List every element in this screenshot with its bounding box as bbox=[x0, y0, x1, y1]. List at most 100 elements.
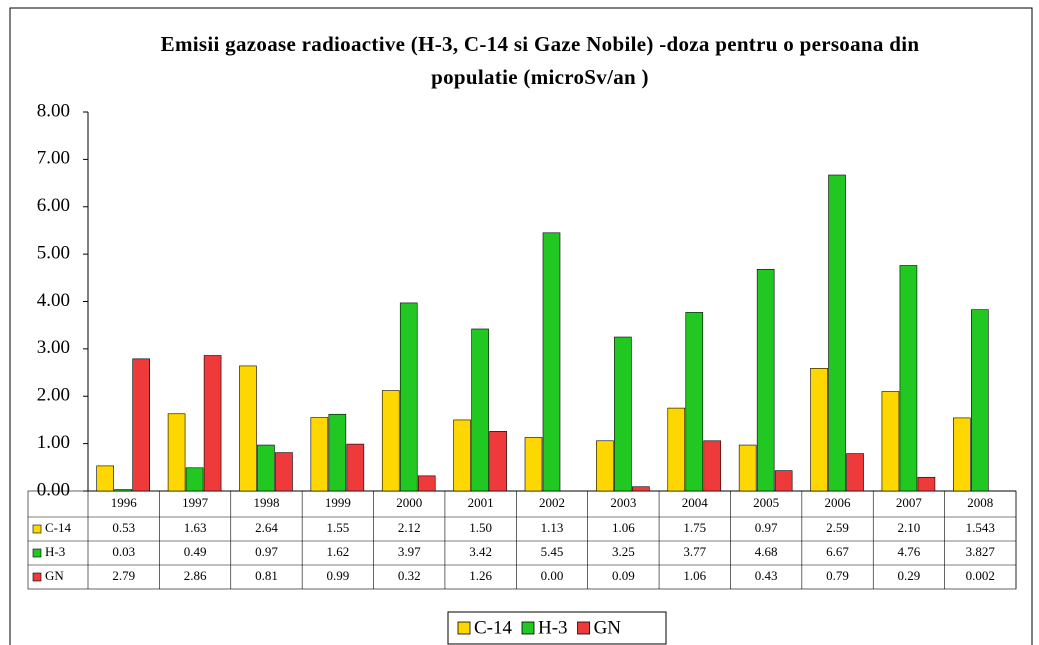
legend-swatch bbox=[521, 621, 535, 635]
table-cell: 0.03 bbox=[112, 544, 135, 559]
bar bbox=[489, 431, 507, 492]
bar bbox=[971, 309, 989, 492]
x-tick-label: 2006 bbox=[825, 495, 852, 510]
table-cell: 1.63 bbox=[184, 520, 207, 535]
table-cell: 0.49 bbox=[184, 544, 207, 559]
x-tick-label: 2005 bbox=[753, 495, 779, 510]
bar bbox=[132, 358, 150, 492]
bar bbox=[614, 336, 632, 492]
table-cell: 0.97 bbox=[755, 520, 778, 535]
legend-swatch bbox=[32, 572, 42, 582]
bar bbox=[203, 355, 222, 492]
bar bbox=[738, 444, 757, 492]
legend-swatch bbox=[32, 524, 42, 534]
y-tick-label: 2.00 bbox=[37, 385, 70, 406]
table-cell: 1.75 bbox=[683, 520, 706, 535]
legend-box bbox=[447, 611, 667, 645]
table-cell: 1.13 bbox=[541, 520, 564, 535]
table-cell: 0.53 bbox=[112, 520, 135, 535]
table-cell: 6.67 bbox=[826, 544, 849, 559]
y-tick-label: 1.00 bbox=[37, 432, 70, 453]
x-tick-label: 1996 bbox=[111, 495, 138, 510]
x-tick-label: 2000 bbox=[396, 495, 422, 510]
x-tick-label: 1997 bbox=[182, 495, 209, 510]
table-cell: 1.06 bbox=[612, 520, 635, 535]
bar bbox=[275, 452, 293, 492]
table-cell: 0.29 bbox=[898, 568, 921, 583]
chart-border bbox=[9, 7, 1033, 645]
x-tick-label: 2007 bbox=[896, 495, 923, 510]
y-tick-label: 4.00 bbox=[37, 290, 70, 311]
bar bbox=[632, 486, 650, 492]
bar bbox=[96, 465, 114, 492]
legend-label: GN bbox=[594, 617, 622, 638]
table-cell: 2.59 bbox=[826, 520, 849, 535]
x-tick-label: 2003 bbox=[610, 495, 636, 510]
table-cell: 3.77 bbox=[683, 544, 706, 559]
table-cell: 1.55 bbox=[326, 520, 349, 535]
bar bbox=[685, 312, 704, 492]
table-cell: 1.50 bbox=[469, 520, 492, 535]
table-cell: 0.32 bbox=[398, 568, 421, 583]
table-cell: 5.45 bbox=[541, 544, 564, 559]
bar bbox=[381, 390, 400, 492]
bar bbox=[667, 407, 686, 492]
bar bbox=[185, 467, 204, 492]
table-cell: 2.10 bbox=[898, 520, 921, 535]
y-tick-label: 3.00 bbox=[37, 337, 70, 358]
y-tick-label: 7.00 bbox=[37, 148, 70, 169]
bar bbox=[239, 365, 257, 492]
y-tick-label: 5.00 bbox=[37, 242, 70, 263]
x-tick-label: 2002 bbox=[539, 495, 565, 510]
table-cell: 3.97 bbox=[398, 544, 421, 559]
table-cell: 0.97 bbox=[255, 544, 278, 559]
bar bbox=[257, 444, 275, 492]
table-cell: 0.43 bbox=[755, 568, 778, 583]
x-tick-label: 2004 bbox=[682, 495, 709, 510]
bar bbox=[810, 367, 828, 492]
legend-swatch bbox=[32, 548, 42, 558]
table-row-label: GN bbox=[45, 568, 64, 583]
bar bbox=[846, 453, 864, 492]
table-cell: 0.99 bbox=[326, 568, 349, 583]
legend-label: C-14 bbox=[474, 617, 513, 638]
table-cell: 0.09 bbox=[612, 568, 635, 583]
table-cell: 2.12 bbox=[398, 520, 421, 535]
bar bbox=[399, 302, 418, 492]
bar bbox=[703, 440, 722, 492]
table-cell: 0.79 bbox=[826, 568, 849, 583]
table-cell: 1.62 bbox=[326, 544, 349, 559]
y-tick-label: 0.00 bbox=[37, 479, 70, 500]
bar bbox=[417, 475, 436, 492]
bar bbox=[881, 391, 900, 492]
table-cell: 4.76 bbox=[898, 544, 921, 559]
bar bbox=[453, 419, 471, 492]
x-tick-label: 1999 bbox=[325, 495, 351, 510]
table-cell: 0.00 bbox=[541, 568, 564, 583]
table-cell: 3.25 bbox=[612, 544, 635, 559]
bar bbox=[328, 413, 347, 492]
x-tick-label: 2008 bbox=[967, 495, 993, 510]
y-tick-label: 8.00 bbox=[37, 100, 70, 121]
bar bbox=[524, 437, 543, 492]
bar bbox=[917, 476, 936, 492]
bar bbox=[167, 413, 186, 492]
table-cell: 3.42 bbox=[469, 544, 492, 559]
bar bbox=[471, 328, 489, 492]
x-tick-label: 2001 bbox=[468, 495, 494, 510]
bar bbox=[899, 265, 918, 492]
bar bbox=[828, 174, 846, 492]
legend-label: H-3 bbox=[538, 617, 568, 638]
bar bbox=[756, 268, 775, 492]
table-cell: 4.68 bbox=[755, 544, 778, 559]
bar bbox=[114, 489, 132, 492]
table-cell: 0.81 bbox=[255, 568, 278, 583]
table-row-label: C-14 bbox=[45, 520, 72, 535]
table-cell: 3.827 bbox=[966, 544, 996, 559]
bar bbox=[346, 443, 365, 492]
bar bbox=[310, 417, 329, 492]
legend-swatch bbox=[577, 621, 590, 635]
table-cell: 1.26 bbox=[469, 568, 492, 583]
